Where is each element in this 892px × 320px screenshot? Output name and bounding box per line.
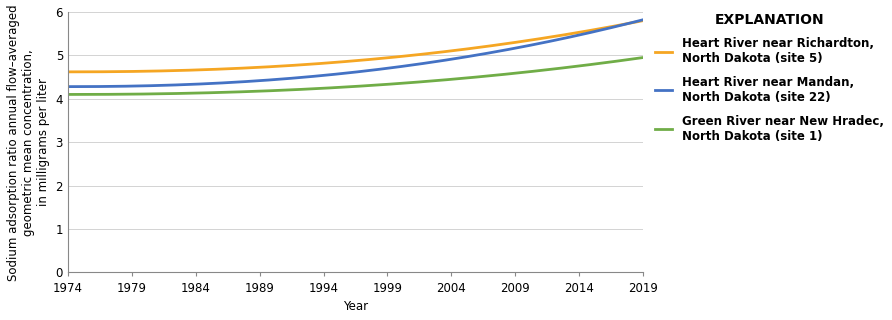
Legend: Heart River near Richardton,
North Dakota (site 5), Heart River near Mandan,
Nor: Heart River near Richardton, North Dakot… [655,12,884,142]
X-axis label: Year: Year [343,300,368,313]
Y-axis label: Sodium adsorption ratio annual flow–averaged
geometric mean concentration,
in mi: Sodium adsorption ratio annual flow–aver… [7,4,50,281]
